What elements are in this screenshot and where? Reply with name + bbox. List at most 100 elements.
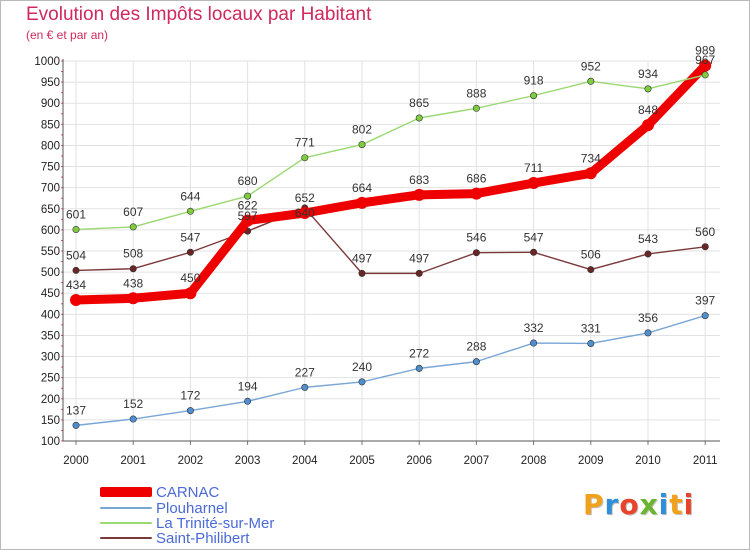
data-label-plouharnel: 397 <box>695 294 715 308</box>
x-tick-label: 2006 <box>406 455 432 467</box>
data-label-carnac: 450 <box>180 271 200 285</box>
data-label-la-trinite-sur-mer: 607 <box>123 205 143 219</box>
data-label-plouharnel: 272 <box>409 346 429 360</box>
logo-letter: x <box>639 488 659 521</box>
y-tick-label: 750 <box>41 162 60 174</box>
legend-swatch-carnac <box>100 487 152 497</box>
data-label-la-trinite-sur-mer: 865 <box>409 96 429 110</box>
data-point-la-trinite-sur-mer <box>415 114 423 122</box>
data-point-la-trinite-sur-mer <box>72 225 80 233</box>
data-label-plouharnel: 152 <box>123 397 143 411</box>
data-label-carnac: 989 <box>695 44 715 58</box>
data-label-saint-philibert: 560 <box>695 225 715 239</box>
y-tick-label: 350 <box>41 330 60 342</box>
data-point-plouharnel <box>587 339 595 347</box>
legend-swatch-plouharnel <box>100 507 152 509</box>
data-label-saint-philibert: 547 <box>524 230 544 244</box>
data-label-carnac: 438 <box>123 276 143 290</box>
data-label-carnac: 434 <box>66 278 86 292</box>
data-label-saint-philibert: 506 <box>581 248 601 262</box>
data-label-plouharnel: 137 <box>66 403 86 417</box>
data-point-carnac <box>127 292 140 305</box>
data-label-carnac: 622 <box>238 199 258 213</box>
data-label-la-trinite-sur-mer: 601 <box>66 207 86 221</box>
data-label-plouharnel: 356 <box>638 311 658 325</box>
data-point-carnac <box>699 59 712 72</box>
data-point-saint-philibert <box>129 265 137 273</box>
data-label-carnac: 848 <box>638 103 658 117</box>
y-tick-label: 650 <box>41 204 60 216</box>
data-label-carnac: 640 <box>295 206 315 220</box>
data-label-la-trinite-sur-mer: 918 <box>524 74 544 88</box>
data-point-la-trinite-sur-mer <box>701 71 709 79</box>
x-tick-label: 2011 <box>693 455 718 467</box>
data-point-la-trinite-sur-mer <box>358 141 366 149</box>
data-point-saint-philibert <box>587 266 595 274</box>
data-label-plouharnel: 332 <box>524 321 544 335</box>
data-point-plouharnel <box>472 358 480 366</box>
legend-label-saint-philibert: Saint-Philibert <box>156 529 250 547</box>
data-label-plouharnel: 194 <box>238 379 258 393</box>
data-point-carnac <box>470 187 483 200</box>
data-label-plouharnel: 331 <box>581 321 601 335</box>
x-tick-label: 2010 <box>635 455 661 467</box>
y-tick-label: 200 <box>41 394 60 406</box>
data-point-plouharnel <box>72 421 80 429</box>
data-point-plouharnel <box>244 397 252 405</box>
data-point-la-trinite-sur-mer <box>129 223 137 231</box>
chart-subtitle: (en € et par an) <box>26 28 109 42</box>
y-tick-label: 250 <box>41 373 60 385</box>
data-label-la-trinite-sur-mer: 802 <box>352 123 372 137</box>
chart-title: Evolution des Impôts locaux par Habitant <box>26 4 372 25</box>
data-point-saint-philibert <box>472 249 480 257</box>
data-point-plouharnel <box>186 407 194 415</box>
y-tick-label: 450 <box>41 288 60 300</box>
y-tick-label: 900 <box>41 98 60 110</box>
y-tick-label: 500 <box>41 267 60 279</box>
legend-swatch-saint-philibert <box>100 537 152 539</box>
data-label-carnac: 711 <box>524 161 543 175</box>
legend-swatch-la-trinite-sur-mer <box>100 522 152 524</box>
data-point-la-trinite-sur-mer <box>244 192 252 200</box>
data-point-la-trinite-sur-mer <box>644 85 652 93</box>
data-label-la-trinite-sur-mer: 952 <box>581 59 601 73</box>
data-label-la-trinite-sur-mer: 934 <box>638 67 658 81</box>
data-label-carnac: 664 <box>352 181 372 195</box>
data-point-saint-philibert <box>186 248 194 256</box>
x-tick-label: 2008 <box>521 455 547 467</box>
legend-item-la-trinite-sur-mer: La Trinité-sur-Mer <box>100 514 275 532</box>
logo-letter: i <box>683 488 695 521</box>
logo-letter: i <box>658 488 670 521</box>
series-line-carnac <box>71 61 710 305</box>
data-point-plouharnel <box>530 339 538 347</box>
y-tick-label: 400 <box>41 309 60 321</box>
legend-label-plouharnel: Plouharnel <box>156 499 228 517</box>
data-point-plouharnel <box>644 329 652 337</box>
data-point-carnac <box>298 207 311 219</box>
data-point-saint-philibert <box>72 266 80 274</box>
data-label-saint-philibert: 508 <box>123 247 143 261</box>
data-point-la-trinite-sur-mer <box>472 104 480 112</box>
y-tick-label: 100 <box>41 436 60 448</box>
data-label-la-trinite-sur-mer: 644 <box>180 189 200 203</box>
x-tick-label: 2000 <box>63 455 89 467</box>
logo-letter: o <box>619 488 640 521</box>
data-point-saint-philibert <box>415 269 423 277</box>
legend-item-carnac: CARNAC <box>100 484 219 501</box>
data-point-carnac <box>527 177 540 190</box>
data-label-la-trinite-sur-mer: 771 <box>295 136 315 150</box>
legend-label-la-trinite-sur-mer: La Trinité-sur-Mer <box>156 514 275 532</box>
data-label-carnac: 683 <box>409 173 429 187</box>
y-tick-label: 700 <box>41 183 60 195</box>
proxiti-logo: Proxiti <box>583 488 694 521</box>
data-point-carnac <box>356 196 368 209</box>
data-point-plouharnel <box>701 312 709 320</box>
data-label-saint-philibert: 497 <box>352 251 372 265</box>
data-label-plouharnel: 288 <box>466 340 486 354</box>
data-label-saint-philibert: 546 <box>466 231 486 245</box>
data-label-plouharnel: 240 <box>352 360 372 374</box>
data-label-saint-philibert: 597 <box>238 209 258 223</box>
data-label-saint-philibert: 543 <box>638 232 658 246</box>
x-tick-label: 2007 <box>464 455 490 467</box>
